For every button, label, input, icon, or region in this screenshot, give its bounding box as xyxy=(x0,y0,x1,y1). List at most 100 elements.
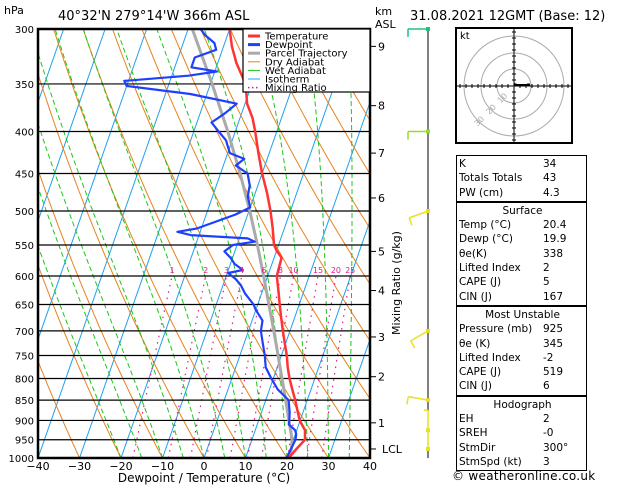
pressure-tick-label: 600 xyxy=(15,272,34,283)
pressure-tick-label: 750 xyxy=(15,351,34,362)
pressure-tick-label: 650 xyxy=(15,301,34,312)
temperature-tick-label: −20 xyxy=(109,460,132,473)
isotherm-line xyxy=(286,219,370,458)
index-row: StmDir 300° xyxy=(459,441,569,454)
mixing-ratio-label: 4 xyxy=(239,266,244,275)
km-tick-label: 4 xyxy=(378,285,385,298)
legend-label: Dewpoint xyxy=(265,40,313,51)
legend-label: Mixing Ratio xyxy=(265,83,327,94)
temperature-tick-label: −10 xyxy=(151,460,174,473)
legend-label: Isotherm xyxy=(265,75,309,86)
temperature-axis: −40 −30 −20 −10 0 10 20 30 40 xyxy=(26,460,377,473)
index-row: K 34 xyxy=(459,158,557,170)
mixing-ratio-line xyxy=(167,275,207,458)
pressure-tick-label: 350 xyxy=(15,80,34,91)
date-time: 31.08.2021 12GMT (Base: 12) xyxy=(410,9,605,24)
dry-adiabat-line xyxy=(229,29,370,286)
profiles xyxy=(123,29,307,458)
mixing-ratio-label: 2 xyxy=(203,266,208,275)
mixing-ratio-label: 1 xyxy=(169,266,174,275)
isotherm-line xyxy=(203,29,355,458)
temperature-tick-label: −40 xyxy=(26,460,49,473)
index-row: θe (K) 345 xyxy=(459,337,564,350)
index-row: CAPE (J) 519 xyxy=(459,366,564,379)
pressure-tick-label: 850 xyxy=(15,396,34,407)
km-tick-label: 5 xyxy=(378,245,385,258)
legend-label: Parcel Trajectory xyxy=(265,49,348,60)
hodograph-section: Hodograph EH 2 SREH -0 StmDir 300° StmSpd (… xyxy=(456,395,587,472)
mixing-ratio-label: 3 xyxy=(224,266,229,275)
general-indices: K 34 Totals Totals 43 PW (cm) 4.3 xyxy=(456,155,587,202)
km-axis: 9 8 7 6 5 4 3 2 1 LCL xyxy=(370,40,403,456)
isotherm-line xyxy=(38,29,148,341)
copyright: © weatheronline.co.uk xyxy=(452,469,596,483)
pressure-tick-label: 700 xyxy=(15,327,34,338)
isotherm-line xyxy=(38,29,189,458)
mixing-ratio-label: 8 xyxy=(278,266,283,275)
legend-label: Temperature xyxy=(264,32,328,43)
mixing-ratio-line xyxy=(229,275,265,458)
mixing-ratio-labels: 1 2 3 4 6 8 10 15 20 25 xyxy=(169,266,355,275)
dewpoint-line xyxy=(123,29,298,458)
section-title: Hodograph xyxy=(493,398,552,411)
temperature-tick-label: 0 xyxy=(201,460,208,473)
dry-adiabat-line xyxy=(38,359,80,458)
surface-section: Surface Temp (°C) 20.4 Dewp (°C) 19.9 θe(K… xyxy=(456,201,587,306)
wind-barbs xyxy=(406,27,430,458)
pressure-tick-label: 500 xyxy=(15,207,34,218)
index-row: SREH -0 xyxy=(459,427,554,440)
mixing-ratio-label: 10 xyxy=(288,266,298,275)
dry-adiabat-line xyxy=(259,29,370,230)
km-tick-label: 1 xyxy=(378,417,385,430)
wind-barb-shaft xyxy=(408,395,429,401)
temperature-tick-label: −30 xyxy=(68,460,91,473)
pressure-tick-label: 1000 xyxy=(9,454,34,465)
x-axis-label: Dewpoint / Temperature (°C) xyxy=(118,471,290,485)
km-label: km xyxy=(375,5,392,18)
indices-panel: K 34 Totals Totals 43 PW (cm) 4.3 Surface T… xyxy=(456,155,587,472)
index-row: Temp (°C) 20.4 xyxy=(459,219,567,232)
hpa-label: hPa xyxy=(4,4,24,17)
temperature-tick-label: 20 xyxy=(280,460,294,473)
index-row: Dewp (°C) 19.9 xyxy=(459,233,567,246)
hodograph-unit-label: kt xyxy=(460,31,470,42)
wet-adiabat-line xyxy=(348,29,353,458)
km-tick-label: 2 xyxy=(378,371,385,384)
index-row: CIN (J) 167 xyxy=(459,290,564,303)
isotherm-line xyxy=(245,100,370,458)
wind-barb-flag xyxy=(410,340,416,349)
hodograph-point xyxy=(527,83,530,87)
index-row: StmSpd (kt) 3 xyxy=(459,455,550,468)
index-row: Totals Totals 43 xyxy=(459,172,557,185)
pressure-tick-label: 800 xyxy=(15,374,34,385)
parcel-trajectory-line xyxy=(190,29,294,458)
pressure-tick-label: 550 xyxy=(15,241,34,252)
plot-frame xyxy=(36,27,372,460)
pressure-tick-label: 300 xyxy=(15,25,34,36)
index-row: PW (cm) 4.3 xyxy=(459,186,560,199)
wind-barb-flag xyxy=(408,217,413,226)
index-row: Lifted Index -2 xyxy=(459,351,554,364)
index-row: Lifted Index 2 xyxy=(459,262,550,275)
hodograph-trace xyxy=(513,83,528,86)
km-tick-label: 8 xyxy=(378,100,385,113)
mixing-ratio-line xyxy=(189,275,227,458)
isotherm-line xyxy=(38,29,106,223)
pressure-tick-label: 950 xyxy=(15,436,34,447)
index-row: Pressure (mb) 925 xyxy=(459,323,564,336)
station-location: 40°32'N 279°14'W 366m ASL xyxy=(58,9,250,24)
wet-adiabat-line xyxy=(369,443,370,458)
legend-label: Dry Adiabat xyxy=(265,57,324,68)
wet-adiabat-line xyxy=(38,51,184,458)
km-tick-label: LCL xyxy=(382,443,403,456)
dry-adiabat-line xyxy=(288,29,370,175)
most-unstable-section: Most Unstable Pressure (mb) 925 θe (K) 345… xyxy=(456,305,587,396)
isotherm-line xyxy=(328,337,370,458)
pressure-tick-label: 400 xyxy=(15,128,34,139)
index-row: θe(K) 338 xyxy=(459,247,564,260)
index-row: EH 2 xyxy=(459,413,550,426)
pressure-tick-label: 450 xyxy=(15,169,34,180)
